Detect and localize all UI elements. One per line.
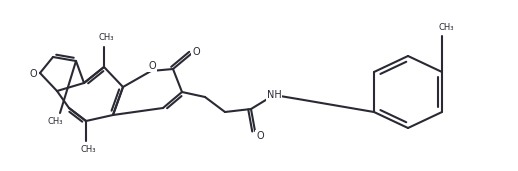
- Text: CH₃: CH₃: [80, 146, 96, 155]
- Text: O: O: [29, 69, 37, 79]
- Text: O: O: [148, 61, 156, 71]
- Text: NH: NH: [267, 90, 281, 100]
- Text: CH₃: CH₃: [47, 117, 63, 127]
- Text: O: O: [192, 47, 200, 57]
- Text: CH₃: CH₃: [98, 34, 114, 43]
- Text: CH₃: CH₃: [438, 23, 454, 32]
- Text: O: O: [256, 131, 264, 141]
